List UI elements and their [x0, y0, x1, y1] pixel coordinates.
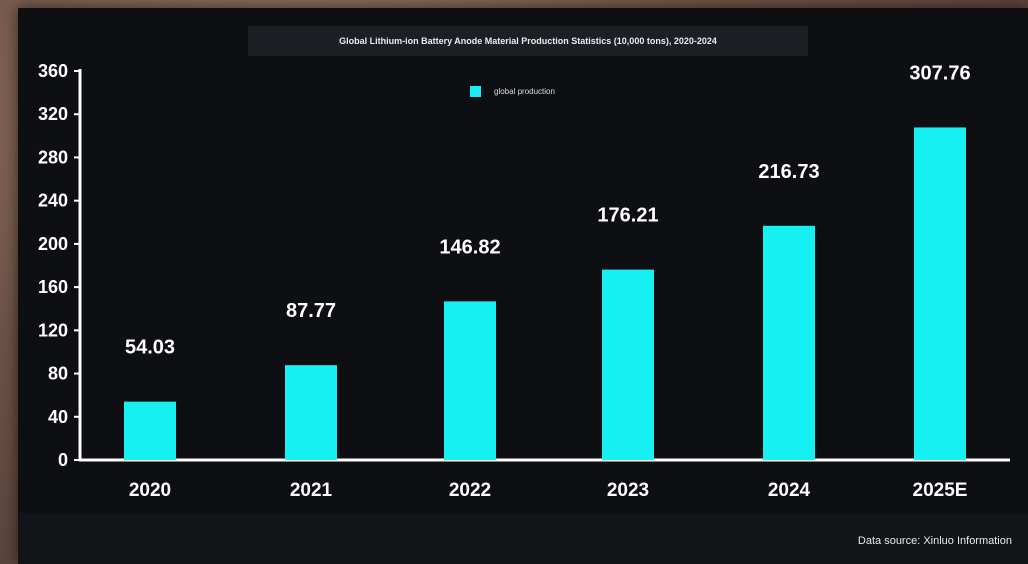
chart-title: Global Lithium-ion Battery Anode Materia… [339, 36, 717, 46]
bar-value-label: 146.82 [439, 236, 500, 258]
y-tick-label: 40 [48, 407, 68, 427]
bar-value-label: 216.73 [758, 161, 819, 183]
bar-chart: 0 40 80 120 160 200 240 280 320 360 54.03 2020 87.77… [38, 61, 1010, 501]
legend-label: global production [494, 86, 555, 96]
x-category-label: 2023 [607, 480, 649, 501]
data-source: Data source: Xinluo Information [857, 535, 1012, 547]
y-tick-label: 200 [38, 234, 68, 254]
bar-value-label: 307.76 [909, 62, 970, 84]
y-tick-label: 120 [38, 320, 68, 340]
legend: global production [470, 82, 555, 100]
bar [285, 365, 337, 460]
bar [444, 301, 496, 460]
title-bar: Global Lithium-ion Battery Anode Materia… [248, 26, 808, 56]
bar-value-label: 54.03 [125, 337, 175, 359]
presentation-screen: Global Lithium-ion Battery Anode Materia… [18, 8, 1028, 564]
y-tick-label: 80 [48, 364, 68, 384]
y-tick-label: 360 [38, 61, 68, 81]
legend-swatch [470, 85, 481, 97]
x-category-label: 2025E [913, 480, 968, 501]
x-category-label: 2021 [290, 480, 333, 501]
footer-bar: Data source: Xinluo Information [18, 513, 1028, 564]
y-tick-label: 160 [38, 277, 68, 297]
bar-value-label: 176.21 [597, 205, 658, 227]
x-category-label: 2024 [768, 480, 811, 501]
bar [602, 269, 654, 460]
y-tick-label: 280 [38, 147, 68, 167]
x-category-label: 2022 [449, 480, 491, 501]
y-tick-label: 0 [58, 450, 68, 470]
bar-value-label: 87.77 [286, 300, 336, 322]
bar [914, 127, 966, 461]
x-category-label: 2020 [129, 480, 171, 501]
y-tick-label: 240 [38, 191, 68, 211]
bar [763, 225, 815, 460]
bar [124, 401, 176, 460]
y-tick-label: 320 [38, 104, 68, 124]
